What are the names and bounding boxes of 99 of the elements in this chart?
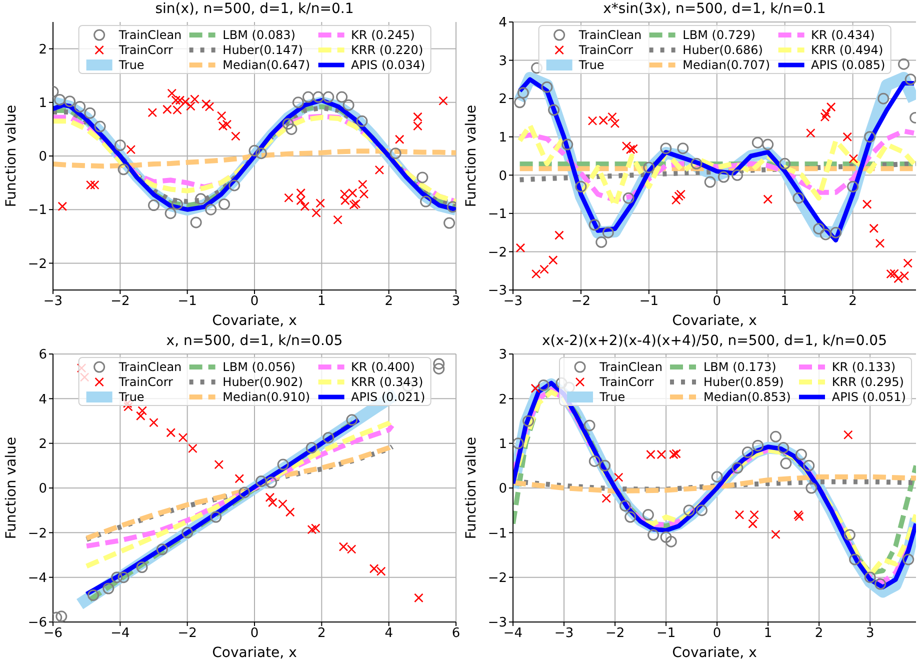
legend-label: Median(0.910) (222, 390, 310, 404)
y-tick-label: −1 (488, 526, 507, 542)
y-tick-label: 1 (38, 96, 47, 112)
legend-label: LBM (0.729) (682, 28, 756, 42)
legend-label: Huber(0.859) (703, 374, 784, 388)
legend-label: KRR (0.295) (832, 374, 904, 388)
y-tick-label: −3 (488, 616, 507, 631)
x-tick-label: 1 (318, 294, 326, 310)
legend-label: Huber(0.686) (682, 42, 763, 56)
y-tick-label: −2 (28, 256, 47, 272)
legend-label: APIS (0.085) (811, 58, 886, 72)
x-tick-label: −3 (554, 626, 574, 642)
x-tick-label: 2 (384, 294, 393, 310)
x-tick-label: 6 (452, 626, 460, 642)
x-tick-label: 3 (866, 626, 874, 642)
x-tick-label: 2 (848, 294, 857, 310)
x-tick-label: 2 (318, 626, 326, 642)
y-axis-title: Function value (464, 104, 480, 208)
y-tick-label: 1 (498, 130, 507, 146)
chart-title: x(x-2)(x+2)(x-4)(x+4)/50, n=500, d=1, k/n=0.05 (541, 333, 888, 349)
y-tick-label: −4 (28, 570, 47, 586)
x-tick-label: 0 (712, 626, 722, 642)
legend-label: KRR (0.343) (351, 374, 424, 388)
y-tick-label: 4 (38, 392, 47, 408)
legend-label: True (578, 58, 604, 72)
legend-label: TrainClean (578, 28, 642, 42)
legend-label: KR (0.133) (832, 360, 896, 374)
x-tick-label: −2 (178, 626, 197, 642)
x-tick-label: −4 (110, 626, 130, 642)
x-tick-label: 1 (780, 294, 789, 310)
y-tick-label: 2 (38, 436, 47, 452)
x-axis-title: Covariate, x (671, 313, 758, 330)
x-axis-title: Covariate, x (671, 645, 758, 662)
x-tick-label: −1 (639, 294, 659, 310)
legend-label: TrainClean (118, 360, 182, 374)
legend-label: KR (0.245) (351, 28, 415, 42)
chart-title: x, n=500, d=1, k/n=0.05 (165, 333, 344, 349)
x-tick-label: 0 (712, 294, 722, 310)
y-tick-label: −3 (488, 284, 507, 299)
legend-label: APIS (0.021) (351, 390, 426, 404)
legend-label: TrainCorr (118, 374, 173, 388)
x-tick-label: −1 (656, 626, 676, 642)
chart-title: x*sin(3x), n=500, d=1, k/n=0.1 (602, 1, 827, 17)
legend-label: True (118, 58, 144, 72)
legend-label: Median(0.647) (222, 58, 310, 72)
legend-label: TrainClean (118, 28, 182, 42)
legend-label: KRR (0.220) (351, 42, 424, 56)
y-tick-label: −2 (488, 570, 507, 586)
legend-label: Median(0.707) (682, 58, 770, 72)
legend-label: KRR (0.494) (811, 42, 884, 56)
y-axis-title: Function value (464, 436, 480, 540)
y-tick-label: 3 (498, 348, 507, 363)
y-tick-label: −1 (28, 203, 47, 218)
legend-label: LBM (0.083) (222, 28, 296, 42)
x-tick-label: −2 (605, 626, 625, 642)
y-tick-label: 2 (38, 42, 47, 58)
y-tick-label: 6 (38, 348, 47, 363)
y-tick-label: 0 (38, 482, 47, 497)
x-axis-title: Covariate, x (211, 645, 298, 662)
legend-label: TrainCorr (600, 374, 654, 388)
legend-label: APIS (0.051) (832, 390, 906, 404)
x-tick-label: 1 (764, 626, 772, 642)
chart-title: sin(x), n=500, d=1, k/n=0.1 (154, 1, 355, 17)
x-tick-label: −2 (110, 294, 130, 310)
x-tick-label: 3 (452, 294, 460, 310)
y-tick-label: −2 (28, 526, 47, 542)
y-tick-label: −1 (488, 207, 507, 222)
x-tick-label: 0 (250, 294, 259, 310)
legend-label: TrainCorr (578, 42, 633, 56)
x-tick-label: −2 (571, 294, 591, 310)
y-tick-label: 0 (498, 168, 507, 184)
x-tick-label: 4 (384, 626, 393, 642)
legend-label: KR (0.400) (351, 360, 415, 374)
x-tick-label: 0 (250, 626, 259, 642)
legend-label: LBM (0.173) (703, 360, 776, 374)
legend-label: TrainClean (600, 360, 662, 374)
legend-label: TrainCorr (118, 42, 173, 56)
legend-label: LBM (0.056) (222, 360, 296, 374)
y-axis-title: Function value (4, 436, 20, 540)
y-tick-label: 0 (498, 482, 507, 497)
y-tick-label: −6 (28, 616, 47, 631)
legend-label: Huber(0.902) (222, 374, 303, 388)
legend-label: Huber(0.147) (222, 42, 303, 56)
legend-label: KR (0.434) (811, 28, 875, 42)
legend-label: True (600, 390, 626, 404)
y-tick-label: 1 (498, 436, 507, 452)
y-tick-label: 3 (498, 54, 507, 69)
x-axis-title: Covariate, x (211, 313, 298, 330)
legend-label: True (118, 390, 144, 404)
x-tick-label: 2 (814, 626, 824, 642)
y-tick-label: 0 (38, 150, 47, 165)
x-tick-label: −1 (178, 294, 197, 310)
y-tick-label: −2 (488, 245, 507, 260)
y-tick-label: 2 (498, 92, 507, 108)
y-axis-title: Function value (4, 104, 20, 208)
y-tick-label: 4 (498, 16, 507, 31)
y-tick-label: 2 (498, 392, 507, 408)
legend-label: APIS (0.034) (351, 58, 426, 72)
legend-label: Median(0.853) (703, 390, 791, 404)
